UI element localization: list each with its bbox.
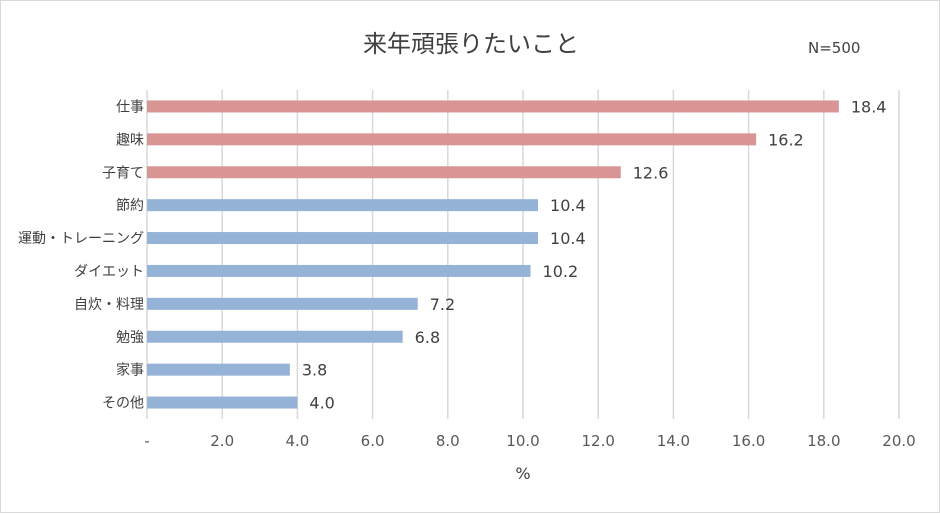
category-label: 仕事 bbox=[116, 99, 144, 115]
x-tick-label: 12.0 bbox=[581, 432, 614, 450]
category-label: その他 bbox=[102, 396, 144, 412]
bar bbox=[147, 297, 418, 310]
x-tick-label: 4.0 bbox=[285, 432, 309, 450]
data-label: 10.4 bbox=[550, 196, 586, 215]
bar bbox=[147, 199, 539, 212]
bar bbox=[147, 232, 539, 245]
data-label: 12.6 bbox=[633, 163, 669, 182]
x-tick-label: 8.0 bbox=[436, 432, 460, 450]
category-label: 自炊・料理 bbox=[74, 297, 144, 313]
bar bbox=[147, 264, 531, 277]
bar bbox=[147, 100, 839, 113]
category-label: 節約 bbox=[116, 197, 144, 214]
data-label: 6.8 bbox=[415, 328, 440, 347]
x-tick-label: 20.0 bbox=[882, 432, 915, 450]
bar bbox=[147, 363, 290, 376]
category-label: 子育て bbox=[102, 165, 144, 181]
data-label: 10.4 bbox=[550, 229, 586, 248]
category-label: 運動・トレーニング bbox=[18, 231, 144, 247]
category-label: 家事 bbox=[116, 362, 144, 379]
data-label: 3.8 bbox=[302, 361, 327, 380]
x-tick-label: 2.0 bbox=[210, 432, 234, 450]
data-label: 4.0 bbox=[309, 394, 334, 413]
bar bbox=[147, 133, 757, 146]
x-tick-label: 16.0 bbox=[732, 432, 765, 450]
bar bbox=[147, 166, 621, 179]
sample-size-note: N=500 bbox=[808, 39, 860, 57]
bar bbox=[147, 396, 298, 409]
x-tick-label: 14.0 bbox=[657, 432, 690, 450]
data-label: 18.4 bbox=[851, 97, 887, 116]
x-axis-label: % bbox=[515, 464, 530, 483]
data-label: 10.2 bbox=[543, 262, 579, 281]
data-label: 7.2 bbox=[430, 295, 455, 314]
data-label: 16.2 bbox=[768, 130, 804, 149]
category-label: ダイエット bbox=[74, 264, 144, 280]
category-label: 趣味 bbox=[116, 132, 144, 148]
bar bbox=[147, 330, 403, 343]
x-tick-label: 10.0 bbox=[506, 432, 539, 450]
x-tick-label: 6.0 bbox=[361, 432, 385, 450]
x-tick-label: 18.0 bbox=[807, 432, 840, 450]
chart-title: 来年頑張りたいこと bbox=[363, 30, 579, 58]
x-tick-label: - bbox=[144, 432, 149, 450]
category-label: 勉強 bbox=[116, 330, 144, 346]
